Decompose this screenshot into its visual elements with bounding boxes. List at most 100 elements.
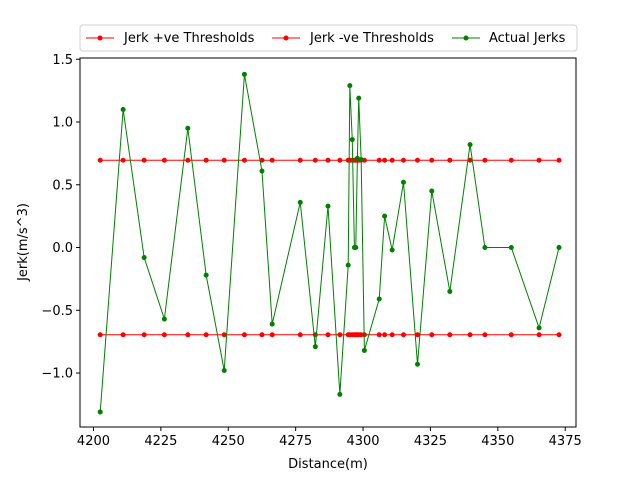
data-point — [141, 157, 147, 163]
data-point — [353, 245, 359, 251]
y-tick-label: −1.0 — [41, 367, 73, 382]
data-point — [325, 203, 331, 209]
legend-entry-actual-jerks: Actual Jerks — [452, 31, 566, 46]
data-point — [297, 332, 303, 338]
legend-swatch-marker — [97, 35, 103, 41]
legend-label: Jerk +ve Thresholds — [123, 31, 255, 46]
data-point — [508, 332, 514, 338]
data-point — [161, 157, 167, 163]
data-point — [354, 155, 360, 161]
data-point — [241, 332, 247, 338]
data-point — [97, 157, 103, 163]
data-point — [467, 332, 473, 338]
data-point — [259, 332, 265, 338]
plot-frame — [79, 57, 577, 428]
data-point — [161, 316, 167, 322]
data-point — [312, 157, 318, 163]
data-point — [447, 332, 453, 338]
data-point — [361, 347, 367, 353]
data-point — [97, 409, 103, 415]
data-point — [429, 157, 435, 163]
data-point — [429, 332, 435, 338]
data-point — [400, 332, 406, 338]
x-tick-label: 4250 — [212, 434, 245, 449]
data-point — [556, 157, 562, 163]
data-point — [556, 332, 562, 338]
y-tick-label: 1.0 — [52, 116, 73, 131]
data-point — [203, 157, 209, 163]
x-axis-label: Distance(m) — [288, 457, 368, 472]
data-point — [447, 157, 453, 163]
y-tick-label: 0.5 — [52, 178, 73, 193]
data-point — [415, 332, 420, 338]
data-point — [400, 179, 406, 185]
legend-entry-positive-threshold: Jerk +ve Thresholds — [86, 31, 255, 46]
data-point — [536, 332, 542, 338]
data-point — [120, 332, 126, 338]
x-axis: 4200 4225 4250 4275 4300 4325 4350 4375 — [77, 427, 582, 449]
x-tick-label: 4375 — [549, 434, 582, 449]
data-point — [536, 325, 542, 331]
legend: Jerk +ve Thresholds Jerk -ve Thresholds … — [79, 24, 578, 52]
legend-label: Actual Jerks — [489, 31, 566, 46]
y-tick-label: 0.0 — [52, 241, 73, 256]
data-point — [297, 157, 303, 163]
data-point — [415, 157, 420, 163]
data-point — [185, 125, 191, 131]
data-point — [221, 368, 227, 374]
legend-swatch-marker — [283, 35, 289, 41]
y-axis: −1.0 −0.5 0.0 0.5 1.0 1.5 — [41, 53, 80, 382]
series-actual-jerks — [97, 71, 562, 415]
y-tick-label: 1.5 — [52, 53, 73, 68]
x-tick-label: 4325 — [414, 434, 447, 449]
data-point — [161, 332, 167, 338]
data-point — [325, 332, 331, 338]
data-point — [467, 157, 473, 163]
data-point — [376, 157, 382, 163]
data-point — [185, 157, 191, 163]
data-point — [347, 83, 353, 89]
data-point — [269, 157, 275, 163]
data-point — [349, 137, 355, 143]
data-point — [415, 361, 420, 367]
data-point — [337, 391, 343, 397]
data-point — [382, 332, 388, 338]
x-tick-label: 4300 — [346, 434, 379, 449]
data-point — [241, 157, 247, 163]
data-point — [389, 247, 395, 253]
data-point — [297, 199, 303, 205]
x-tick-label: 4200 — [77, 434, 110, 449]
data-point — [97, 332, 103, 338]
series-group — [97, 71, 562, 415]
data-point — [358, 157, 364, 163]
data-point — [185, 332, 191, 338]
data-point — [400, 157, 406, 163]
data-point — [376, 332, 382, 338]
series-negative-threshold — [97, 332, 562, 338]
legend-label: Jerk -ve Thresholds — [309, 31, 434, 46]
data-point — [356, 95, 362, 101]
data-point — [337, 157, 343, 163]
data-point — [508, 245, 514, 251]
data-point — [120, 157, 126, 163]
legend-entry-negative-threshold: Jerk -ve Thresholds — [272, 31, 434, 46]
y-axis-label: Jerk(m/s^3) — [16, 203, 31, 282]
data-point — [325, 157, 331, 163]
x-tick-label: 4225 — [144, 434, 177, 449]
data-point — [141, 255, 147, 261]
data-point — [221, 157, 227, 163]
x-tick-label: 4350 — [481, 434, 514, 449]
data-point — [120, 106, 126, 112]
data-point — [482, 332, 488, 338]
data-point — [269, 321, 275, 327]
data-point — [337, 332, 343, 338]
data-point — [312, 344, 318, 350]
data-point — [389, 332, 395, 338]
data-point — [556, 245, 562, 251]
legend-frame — [79, 24, 578, 52]
data-point — [536, 157, 542, 163]
data-point — [482, 157, 488, 163]
legend-swatch-marker — [463, 35, 469, 41]
